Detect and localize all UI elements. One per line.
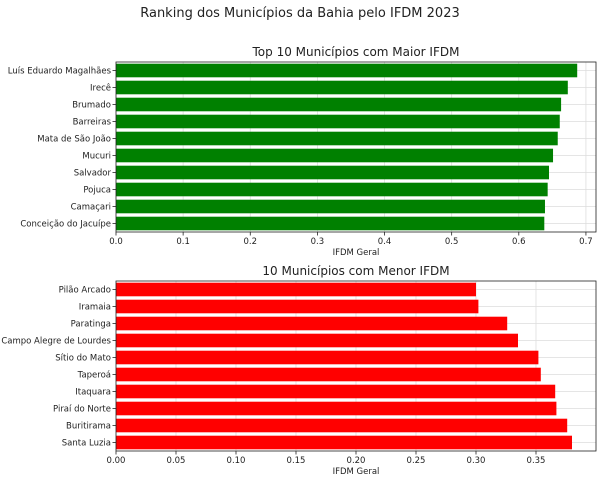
x-tick-label: 0.00: [107, 456, 126, 466]
y-tick-label: Campo Alegre de Lourdes: [1, 337, 111, 347]
bar: [116, 418, 568, 433]
plot-frame: [115, 61, 597, 233]
bar: [116, 350, 539, 365]
y-tick-label: Piraí do Norte: [53, 405, 111, 415]
plot-frame: [115, 280, 597, 452]
y-tick-label: Camaçari: [71, 203, 111, 213]
x-tick-label: 0.6: [512, 237, 526, 247]
bar: [116, 131, 558, 146]
bar: [116, 299, 479, 314]
x-tick-label: 0.30: [467, 456, 486, 466]
y-tick-label: Santa Luzia: [62, 439, 111, 449]
y-tick-label: Pojuca: [83, 186, 111, 196]
bar: [116, 435, 572, 450]
x-tick-label: 0.3: [311, 237, 325, 247]
y-tick-label: Conceição do Jacuípe: [20, 220, 111, 230]
x-axis-label: IFDM Geral: [333, 467, 380, 477]
top10-chart: Top 10 Municípios com Maior IFDM 0.0 0.1 0.…: [8, 45, 597, 258]
bar: [116, 182, 548, 197]
x-tick-label: 0.25: [407, 456, 426, 466]
y-tick-label: Taperoá: [77, 371, 111, 381]
bar: [116, 80, 568, 95]
figure-suptitle: Ranking dos Municípios da Bahia pelo IFD…: [140, 6, 460, 21]
bar: [116, 165, 550, 180]
y-tick-label: Sítio do Mato: [55, 354, 111, 364]
y-tick-label: Salvador: [74, 169, 112, 179]
x-tick-label: 0.35: [527, 456, 546, 466]
y-tick-label: Mata de São João: [37, 135, 111, 145]
y-tick-label: Brumado: [72, 101, 111, 111]
y-tick-label: Pilão Arcado: [59, 286, 111, 296]
bar: [116, 216, 545, 231]
x-tick-label: 0.2: [244, 237, 258, 247]
y-tick-label: Paratinga: [71, 320, 111, 330]
y-tick-label: Barreiras: [73, 118, 112, 128]
bar: [116, 401, 557, 416]
bar: [116, 333, 518, 348]
chart-title: Top 10 Municípios com Maior IFDM: [252, 45, 460, 59]
x-tick-label: 0.4: [378, 237, 392, 247]
x-tick-label: 0.20: [347, 456, 366, 466]
bottom10-chart: 10 Municípios com Menor IFDM 0.00 0.05 0.10…: [1, 264, 597, 477]
x-tick-label: 0.05: [167, 456, 186, 466]
x-tick-label: 0.1: [176, 237, 190, 247]
x-tick-label: 0.15: [287, 456, 306, 466]
y-tick-label: Buritirama: [66, 422, 111, 432]
x-tick-label: 0.7: [579, 237, 593, 247]
y-tick-label: Irecê: [90, 83, 111, 94]
bar: [116, 114, 560, 129]
bar: [116, 282, 476, 297]
chart-title: 10 Municípios com Menor IFDM: [262, 264, 449, 278]
x-tick-label: 0.0: [109, 237, 123, 247]
y-tick-label: Iramaia: [79, 303, 111, 313]
x-tick-label: 0.5: [445, 237, 459, 247]
bar: [116, 384, 556, 399]
x-tick-label: 0.10: [227, 456, 246, 466]
bar: [116, 367, 541, 382]
bar: [116, 148, 554, 163]
bar: [116, 97, 562, 112]
bar: [116, 316, 508, 331]
bar: [116, 199, 545, 214]
bar: [116, 63, 578, 78]
y-tick-label: Itaquara: [75, 388, 111, 398]
x-axis-label: IFDM Geral: [333, 248, 380, 258]
y-tick-label: Luís Eduardo Magalhães: [8, 67, 112, 77]
y-tick-label: Mucuri: [82, 152, 111, 162]
